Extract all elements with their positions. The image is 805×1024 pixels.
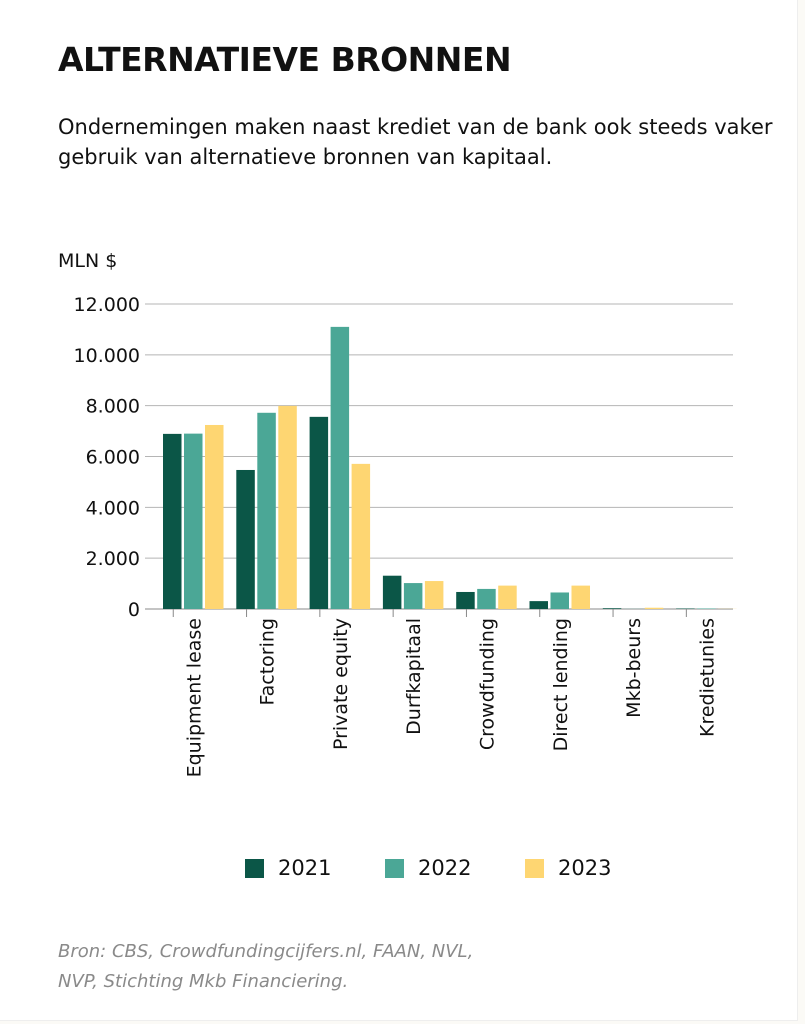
legend-swatch (245, 858, 264, 878)
y-axis-label: MLN $ (58, 250, 118, 272)
chart-title: ALTERNATIEVE BRONNEN (58, 40, 512, 79)
x-tick-label: Kredietunies (696, 618, 718, 737)
chart-subtitle: Ondernemingen maken naast krediet van de… (58, 115, 773, 169)
legend: 2021 2022 2023 (245, 856, 665, 880)
bar-2021 (602, 608, 622, 609)
legend-item: 2022 (385, 856, 525, 880)
bar-2023 (571, 585, 590, 609)
bar-2021 (236, 469, 255, 609)
x-tick-label: Direct lending (550, 618, 572, 751)
y-tick-label: 10.000 (74, 345, 140, 367)
bar-2022 (477, 588, 496, 609)
bar-2022 (550, 592, 569, 609)
bar-2022 (330, 326, 350, 609)
legend-label: 2023 (558, 856, 612, 880)
legend-label: 2022 (418, 856, 472, 880)
y-tick-label: 2.000 (86, 548, 140, 570)
bar-2021 (676, 608, 695, 609)
bar-2021 (529, 601, 548, 609)
legend-swatch (525, 858, 544, 878)
bar-2023 (424, 581, 444, 609)
bar-2022 (257, 412, 276, 609)
bar-2023 (644, 607, 664, 609)
bar-chart: 0 2.000 4.000 6.000 8.000 10.000 12.000 Equipme… (74, 294, 737, 777)
bar-2023 (498, 585, 517, 609)
bar-2023 (351, 463, 371, 609)
bar-2021 (309, 416, 329, 609)
x-tick-label: Crowdfunding (476, 618, 498, 750)
y-tick-label: 0 (128, 599, 140, 621)
bar-2022 (697, 608, 716, 609)
legend-label: 2021 (278, 856, 332, 880)
y-tick-label: 4.000 (86, 497, 140, 519)
y-tick-label: 12.000 (74, 294, 140, 316)
bar-2021 (456, 591, 475, 609)
bar-2021 (163, 433, 182, 609)
y-tick-label: 6.000 (86, 447, 140, 469)
bar-2023 (278, 405, 297, 609)
x-tick-label: Mkb-beurs (623, 618, 645, 718)
x-tick-label: Factoring (257, 618, 279, 706)
source-note: Bron: CBS, Crowdfundingcijfers.nl, FAAN,… (58, 941, 474, 992)
legend-item: 2021 (245, 856, 385, 880)
bar-2023 (205, 424, 224, 609)
bar-2022 (403, 583, 423, 609)
bar-2022 (184, 433, 203, 609)
legend-item: 2023 (525, 856, 665, 880)
bar-2021 (382, 575, 402, 609)
x-tick-label: Durfkapitaal (403, 618, 425, 735)
x-tick-label: Equipment lease (183, 618, 205, 777)
legend-swatch (385, 858, 404, 878)
y-tick-label: 8.000 (86, 396, 140, 418)
x-tick-label: Private equity (330, 618, 352, 750)
